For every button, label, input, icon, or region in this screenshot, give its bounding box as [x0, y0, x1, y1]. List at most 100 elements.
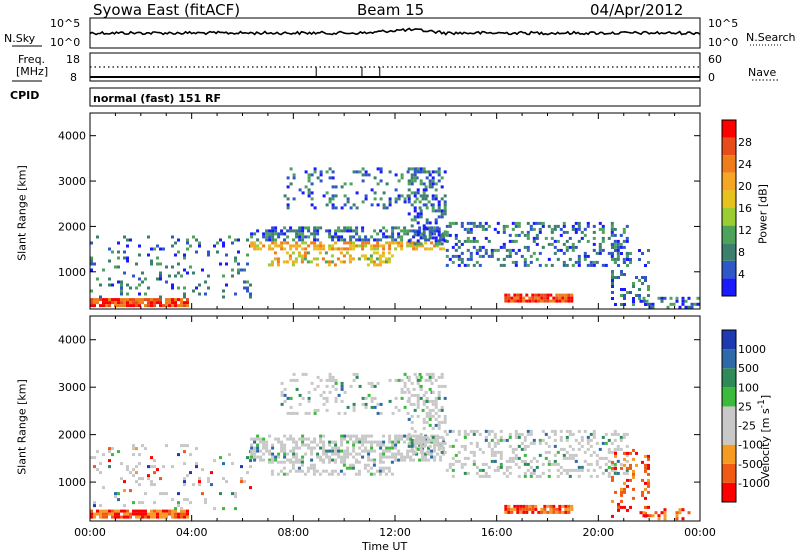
velocity-colorbar-swatch — [722, 387, 736, 407]
power-cell — [265, 229, 269, 233]
velocity-cell — [93, 501, 96, 505]
power-cell — [641, 276, 644, 279]
velocity-cell — [379, 455, 383, 459]
velocity-cell — [183, 477, 186, 481]
power-cell — [525, 299, 529, 303]
velocity-cell — [171, 465, 174, 469]
power-cell — [189, 244, 192, 248]
power-cell — [421, 244, 425, 248]
velocity-cell — [105, 509, 108, 513]
velocity-cell — [400, 396, 404, 400]
power-cell — [156, 244, 159, 248]
velocity-cell — [144, 512, 147, 516]
power-cell — [427, 200, 431, 204]
power-cell — [192, 271, 195, 275]
velocity-cell — [552, 507, 556, 511]
power-cell — [156, 256, 159, 260]
power-cell — [577, 227, 581, 231]
velocity-cell — [487, 441, 491, 445]
power-cell — [529, 227, 533, 231]
power-cell — [493, 227, 497, 231]
velocity-cell — [403, 372, 407, 376]
velocity-cell — [487, 465, 491, 469]
velocity-cell — [592, 432, 596, 436]
power-cell — [301, 191, 305, 195]
power-cell — [180, 301, 183, 305]
velocity-cell — [114, 495, 117, 499]
velocity-cell — [349, 437, 353, 441]
velocity-cell — [611, 478, 614, 482]
velocity-cell — [558, 504, 562, 508]
power-cell — [611, 243, 614, 246]
velocity-cell — [475, 444, 479, 448]
velocity-cell — [568, 456, 572, 460]
velocity-cell — [141, 444, 144, 448]
power-cell — [310, 182, 314, 186]
power-cell — [322, 247, 326, 251]
velocity-cell — [629, 451, 632, 455]
power-cell — [424, 185, 428, 189]
power-cell — [259, 241, 263, 245]
velocity-cell — [421, 452, 425, 456]
power-cell — [445, 233, 449, 237]
power-cell — [638, 279, 641, 282]
power-cell — [126, 304, 129, 308]
velocity-cell — [607, 438, 611, 442]
freq-tick-top: 18 — [66, 53, 80, 66]
velocity-cell — [644, 496, 647, 500]
velocity-cell — [370, 443, 374, 447]
power-cell — [413, 194, 417, 198]
velocity-cell — [625, 432, 629, 436]
power-cell — [472, 263, 476, 267]
velocity-cell — [394, 440, 398, 444]
velocity-cell — [406, 449, 410, 453]
power-cell — [265, 238, 269, 242]
velocity-cell — [361, 402, 365, 406]
power-cell — [537, 296, 541, 300]
velocity-cell — [598, 456, 602, 460]
power-cell — [105, 298, 108, 302]
power-cell — [424, 203, 428, 207]
power-cell — [428, 185, 432, 189]
power-cell — [256, 247, 260, 251]
velocity-cell — [213, 459, 216, 463]
velocity-cell — [416, 441, 420, 445]
velocity-cell — [413, 429, 417, 433]
power-cell — [626, 255, 629, 258]
velocity-cell — [304, 437, 308, 441]
velocity-cell — [271, 455, 275, 459]
power-cell — [534, 296, 538, 300]
power-cell — [378, 260, 382, 264]
power-cell — [610, 254, 614, 258]
power-cell — [361, 167, 365, 171]
velocity-cell — [207, 480, 210, 484]
power-cell — [177, 250, 180, 254]
power-cell — [168, 301, 171, 305]
power-cell — [253, 247, 257, 251]
velocity-cell — [90, 456, 93, 460]
power-cell — [623, 294, 626, 297]
power-cell — [397, 241, 401, 245]
velocity-cell — [428, 387, 432, 391]
power-cell — [340, 238, 344, 242]
velocity-cell — [565, 429, 569, 433]
power-cell — [535, 221, 539, 225]
power-cell — [246, 286, 249, 290]
power-cell — [376, 247, 380, 251]
velocity-cell — [249, 465, 252, 469]
velocity-cell — [580, 438, 584, 442]
power-cell — [271, 232, 275, 236]
velocity-cell — [466, 471, 470, 475]
power-cell — [234, 259, 237, 263]
velocity-cell — [623, 463, 626, 467]
velocity-cell — [340, 399, 344, 403]
power-cell — [431, 182, 435, 186]
velocity-cell — [629, 466, 632, 470]
power-cell — [553, 224, 557, 228]
velocity-cell — [177, 512, 180, 516]
velocity-cell — [120, 477, 123, 481]
power-cell — [428, 179, 432, 183]
power-colorbar-swatch — [722, 155, 736, 173]
velocity-cell — [222, 507, 225, 511]
power-cell — [451, 260, 455, 264]
